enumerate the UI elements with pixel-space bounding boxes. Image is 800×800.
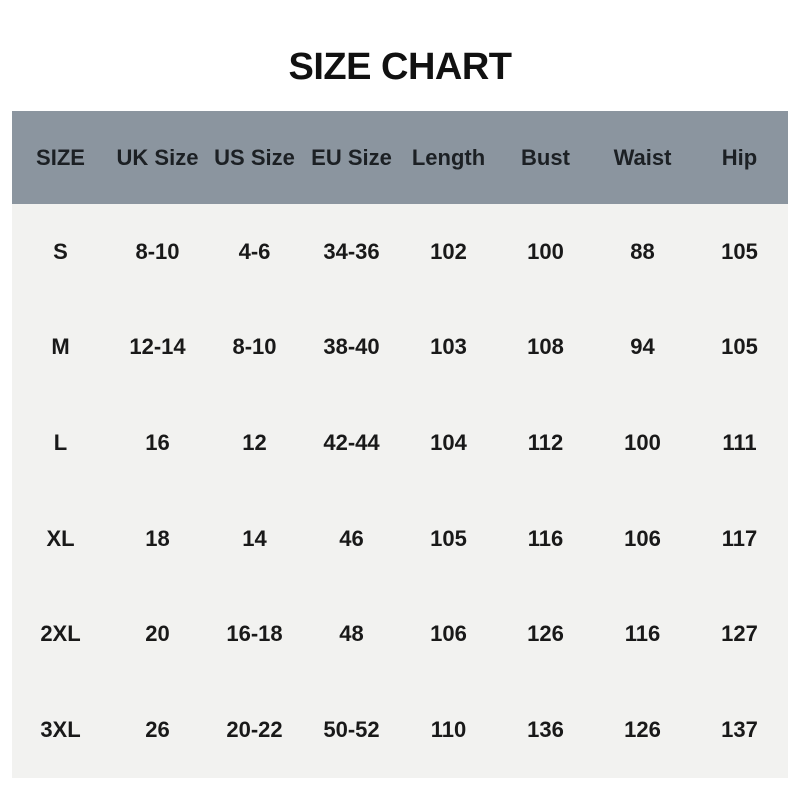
table-cell: 116 (624, 621, 661, 647)
size-chart-table: SIZE UK Size US Size EU Size Length Bust… (12, 111, 788, 778)
table-cell: XL (46, 525, 75, 551)
table-cell: 102 (430, 238, 467, 264)
table-cell: 106 (430, 621, 467, 647)
table-cell: L (53, 430, 68, 456)
table-row-2xl: 2XL 20 16-18 48 106 126 116 127 (12, 587, 788, 683)
table-row-s: S 8-10 4-6 34-36 102 100 88 105 (12, 204, 788, 300)
table-cell: 137 (721, 717, 758, 743)
table-cell: 12-14 (129, 334, 186, 360)
header-cell-size: SIZE (36, 144, 85, 170)
table-cell: 4-6 (238, 238, 271, 264)
table-cell: 18 (145, 525, 170, 551)
table-cell: 46 (339, 525, 364, 551)
table-cell: 42-44 (323, 430, 380, 456)
header-cell-uk-size: UK Size (116, 144, 199, 170)
table-cell: M (51, 334, 70, 360)
table-cell: 126 (527, 621, 564, 647)
table-cell: 100 (624, 430, 661, 456)
table-cell: 8-10 (135, 238, 180, 264)
page-title: SIZE CHART (288, 46, 513, 88)
table-cell: 12 (242, 430, 267, 456)
table-cell: 127 (721, 621, 758, 647)
table-row-m: M 12-14 8-10 38-40 103 108 94 105 (12, 300, 788, 396)
table-cell: 117 (721, 525, 758, 551)
header-cell-length: Length (411, 144, 486, 170)
table-cell: S (53, 238, 68, 264)
table-cell: 16-18 (226, 621, 283, 647)
header-row: SIZE UK Size US Size EU Size Length Bust… (12, 111, 788, 204)
table-row-xl: XL 18 14 46 105 116 106 117 (12, 491, 788, 587)
table-cell: 126 (624, 717, 661, 743)
table-cell: 103 (430, 334, 467, 360)
table-cell: 14 (242, 525, 267, 551)
table-cell: 88 (630, 238, 655, 264)
table-cell: 110 (430, 717, 467, 743)
table-body: S 8-10 4-6 34-36 102 100 88 105 M 12-14 … (12, 204, 788, 778)
table-cell: 16 (145, 430, 170, 456)
table-cell: 50-52 (323, 717, 380, 743)
header-cell-us-size: US Size (214, 144, 295, 170)
table-cell: 105 (721, 334, 758, 360)
table-row-3xl: 3XL 26 20-22 50-52 110 136 126 137 (12, 682, 788, 778)
table-cell: 105 (721, 238, 758, 264)
table-cell: 112 (527, 430, 564, 456)
table-cell: 116 (527, 525, 564, 551)
table-cell: 38-40 (323, 334, 380, 360)
table-cell: 20 (145, 621, 170, 647)
table-cell: 94 (630, 334, 655, 360)
table-row-l: L 16 12 42-44 104 112 100 111 (12, 395, 788, 491)
table-cell: 106 (624, 525, 661, 551)
table-header: SIZE UK Size US Size EU Size Length Bust… (12, 111, 788, 204)
header-cell-eu-size: EU Size (311, 144, 392, 170)
table-cell: 20-22 (226, 717, 283, 743)
table-cell: 105 (430, 525, 467, 551)
header-cell-bust: Bust (521, 144, 570, 170)
table-cell: 48 (339, 621, 364, 647)
table-cell: 111 (722, 430, 757, 456)
table-cell: 108 (527, 334, 564, 360)
table-cell: 26 (145, 717, 170, 743)
table-cell: 104 (430, 430, 467, 456)
header-cell-waist: Waist (613, 144, 672, 170)
table-cell: 8-10 (232, 334, 277, 360)
table-cell: 3XL (40, 717, 81, 743)
table-cell: 2XL (40, 621, 81, 647)
table-cell: 100 (527, 238, 564, 264)
header-cell-hip: Hip (721, 144, 758, 170)
table-cell: 136 (527, 717, 564, 743)
table-cell: 34-36 (323, 238, 380, 264)
